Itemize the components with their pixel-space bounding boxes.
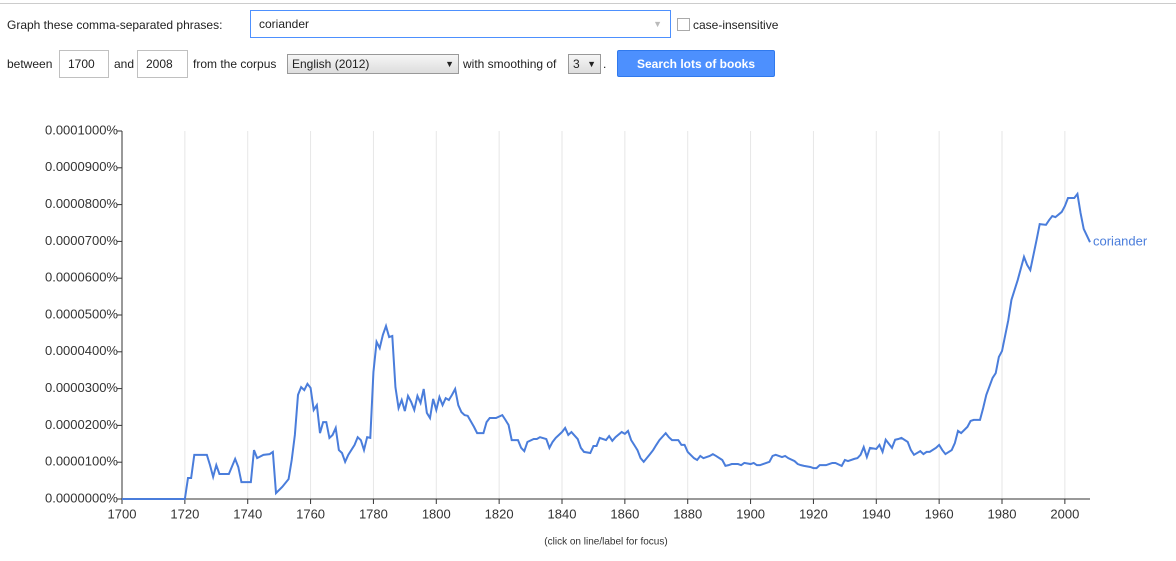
smoothing-label: with smoothing of — [463, 57, 557, 71]
smoothing-select[interactable]: 3 ▼ — [568, 54, 601, 74]
y-tick-label: 0.0000600% — [45, 270, 118, 285]
x-tick-label: 1960 — [925, 506, 954, 521]
x-tick-label: 1940 — [862, 506, 891, 521]
between-label: between — [7, 57, 53, 71]
series-line[interactable] — [122, 191, 1091, 500]
y-tick-label: 0.0000200% — [45, 417, 118, 432]
y-tick-label: 0.0000800% — [45, 196, 118, 211]
start-year: 1700 — [68, 57, 95, 71]
x-tick-label: 1820 — [485, 506, 514, 521]
x-tick-label: 1740 — [233, 506, 262, 521]
y-tick-label: 0.0001000% — [45, 122, 118, 137]
y-tick-label: 0.0000000% — [45, 490, 118, 505]
x-tick-label: 1720 — [170, 506, 199, 521]
x-tick-label: 1760 — [296, 506, 325, 521]
start-year-input[interactable]: 1700 — [59, 50, 109, 78]
x-tick-label: 1700 — [108, 506, 137, 521]
series-label[interactable]: coriander — [1093, 234, 1148, 249]
y-tick-label: 0.0000700% — [45, 233, 118, 248]
chart: (click on line/label for focus) 1700 1720… — [45, 122, 1148, 548]
smoothing-suffix: . — [603, 57, 607, 71]
and-label: and — [114, 57, 135, 71]
x-tick-label: 1860 — [610, 506, 639, 521]
x-tick-label: 1880 — [673, 506, 702, 521]
y-tick-label: 0.0000500% — [45, 306, 118, 321]
divider — [0, 3, 1176, 4]
case-label: case-insensitive — [693, 18, 779, 32]
end-year-input[interactable]: 2008 — [137, 50, 188, 78]
x-tick-label: 1920 — [799, 506, 828, 521]
y-tick-label: 0.0000400% — [45, 343, 118, 358]
search-button[interactable]: Search lots of books — [617, 50, 775, 77]
phrases-text: coriander — [259, 17, 310, 31]
smoothing: 3 — [573, 57, 580, 71]
y-tick-label: 0.0000300% — [45, 380, 118, 395]
chart-note: (click on line/label for focus) — [544, 537, 667, 548]
end-year: 2008 — [146, 57, 173, 71]
x-tick-label: 1780 — [359, 506, 388, 521]
corpus-select[interactable]: English (2012) ▼ — [287, 54, 459, 74]
case-checkbox[interactable] — [677, 18, 690, 31]
x-tick-label: 1800 — [422, 506, 451, 521]
phrases-label: Graph these comma-separated phrases: — [7, 18, 223, 32]
y-tick-label: 0.0000100% — [45, 454, 118, 469]
phrases-input[interactable]: coriander ▼ — [250, 10, 671, 38]
corpus-label: from the corpus — [193, 57, 277, 71]
corpus: English (2012) — [292, 57, 370, 71]
x-tick-label: 1900 — [736, 506, 765, 521]
x-tick-label: 1980 — [988, 506, 1017, 521]
y-tick-label: 0.0000900% — [45, 159, 118, 174]
x-tick-label: 1840 — [548, 506, 577, 521]
x-tick-label: 2000 — [1050, 506, 1079, 521]
